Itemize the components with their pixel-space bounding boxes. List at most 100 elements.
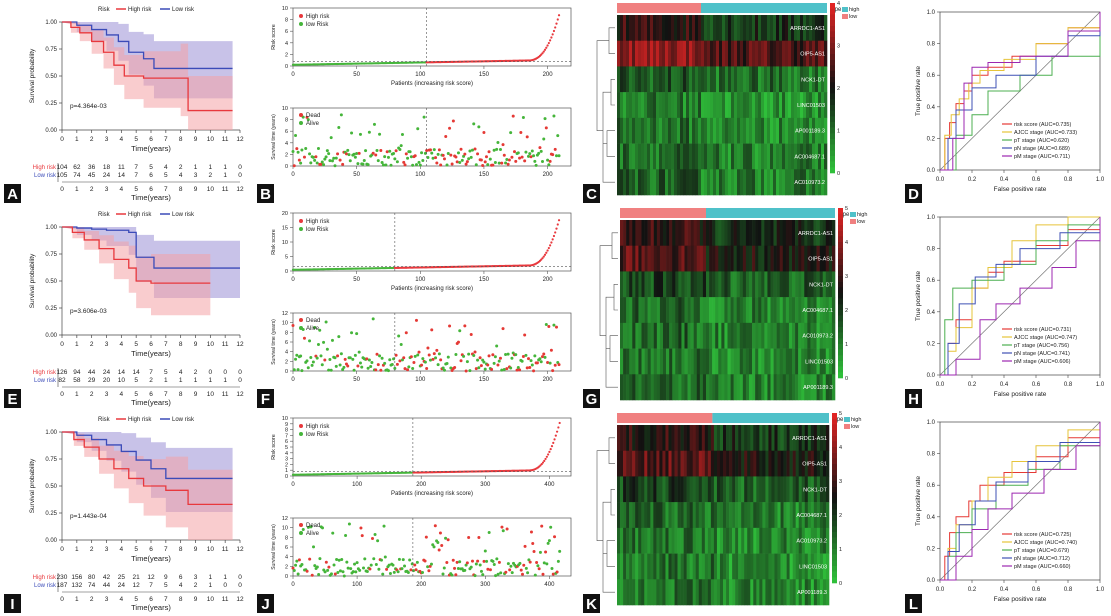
survival-time-point	[414, 163, 418, 167]
heatmap-cell	[653, 169, 657, 196]
survival-time-point	[444, 536, 448, 540]
heatmap-cell	[755, 374, 759, 401]
heatmap-cell	[801, 374, 805, 401]
heatmap-cell	[653, 579, 657, 606]
heatmap-cell	[686, 527, 690, 554]
heatmap-cell	[752, 117, 756, 144]
survival-time-point	[364, 149, 368, 153]
risk-score-point	[550, 241, 553, 244]
survival-time-point	[518, 561, 522, 565]
survival-time-point	[343, 357, 347, 361]
km-ytick-label: 0.25	[45, 511, 57, 517]
heatmap-cell	[617, 66, 621, 93]
km-count-low: 82	[58, 377, 66, 384]
heatmap-cell	[804, 271, 808, 298]
heatmap-cell	[729, 553, 733, 580]
survival-time-point	[395, 160, 399, 164]
survival-time-point	[390, 363, 394, 367]
survival-time-ytick-label: 2	[285, 359, 288, 365]
km-table-title: Risk	[0, 571, 2, 584]
heatmap-cell	[776, 169, 780, 196]
survival-time-point	[326, 568, 330, 572]
heatmap-cell	[813, 579, 818, 606]
survival-time-point	[538, 146, 542, 150]
heatmap-cell	[738, 476, 742, 503]
heatmap-cell	[813, 322, 817, 349]
heatmap-cell	[810, 425, 815, 452]
survival-time-point	[406, 570, 410, 574]
heatmap-cell	[828, 297, 833, 324]
heatmap-cell	[629, 553, 633, 580]
heatmap-cell	[767, 15, 771, 42]
survival-time-point	[518, 368, 522, 372]
heatmap-scale-cell	[838, 304, 843, 311]
survival-time-point	[439, 163, 443, 167]
heatmap-cell	[815, 15, 819, 42]
heatmap-cell	[758, 66, 762, 93]
survival-time-point	[291, 323, 295, 327]
km-table-label-high: High risk	[33, 575, 57, 581]
heatmap-cell	[668, 502, 672, 529]
survival-time-point	[542, 561, 546, 565]
heatmap-cell	[656, 271, 661, 298]
heatmap-cell	[777, 476, 781, 503]
heatmap-cell	[765, 579, 769, 606]
km-count-high: 18	[103, 164, 111, 171]
heatmap-cell	[680, 476, 684, 503]
heatmap-cell	[746, 143, 750, 170]
survival-time-point	[309, 525, 313, 529]
survival-time-point	[356, 162, 360, 166]
heatmap-cell	[689, 425, 694, 452]
heatmap-cell	[746, 92, 750, 119]
heatmap-type-low	[706, 208, 835, 218]
heatmap-cell	[718, 271, 722, 298]
heatmap-cell	[815, 143, 819, 170]
roc-panel: 0.00.20.40.60.81.00.0 0.2 0.4 0.6 0.8 1.0Fals…	[915, 10, 1105, 193]
heatmap-cell	[698, 15, 702, 42]
heatmap-cell	[689, 450, 694, 477]
heatmap-cell	[689, 143, 693, 170]
heatmap-cell	[635, 143, 639, 170]
heatmap-cell	[662, 527, 666, 554]
heatmap-dendrogram	[596, 437, 615, 593]
survival-time-point	[495, 147, 499, 151]
heatmap-cell	[713, 40, 717, 67]
heatmap-cell	[669, 374, 673, 401]
heatmap-scale-cell	[838, 298, 843, 305]
heatmap-cell	[770, 117, 774, 144]
roc-frame	[939, 216, 1101, 376]
heatmap-cell	[674, 527, 678, 554]
heatmap-cell	[756, 450, 760, 477]
km-count-low: 24	[118, 582, 126, 589]
survival-time-point	[381, 572, 385, 576]
heatmap-cell	[779, 169, 783, 196]
heatmap-cell	[815, 66, 819, 93]
heatmap-cell	[795, 476, 800, 503]
heatmap-cell	[698, 502, 703, 529]
survival-time-point	[428, 148, 432, 152]
survival-time-point	[556, 559, 560, 563]
heatmap-cell	[684, 220, 688, 247]
heatmap-cell	[699, 348, 704, 375]
heatmap-cell	[822, 322, 827, 349]
heatmap-cell	[780, 527, 784, 554]
roc-diagonal	[939, 421, 1101, 581]
heatmap-cell	[782, 271, 787, 298]
heatmap-cell	[810, 271, 814, 298]
km-legend-high: High risk	[128, 417, 152, 423]
heatmap-cell	[629, 297, 633, 324]
survival-time-point	[485, 559, 489, 563]
risk-score-point	[547, 246, 550, 250]
heatmap-cell	[753, 527, 757, 554]
heatmap-cell	[638, 297, 642, 324]
roc-ytick-label: 0.4	[927, 310, 936, 316]
heatmap-cell	[647, 117, 651, 144]
heatmap-cell	[659, 579, 663, 606]
roc-ylabel: True positive rate	[915, 66, 922, 116]
survival-time-point	[295, 559, 299, 563]
survival-time-point	[413, 354, 417, 358]
heatmap-cell	[638, 66, 642, 93]
heatmap-cell	[713, 425, 718, 452]
heatmap-cell	[635, 15, 639, 42]
heatmap-cell	[727, 348, 731, 375]
